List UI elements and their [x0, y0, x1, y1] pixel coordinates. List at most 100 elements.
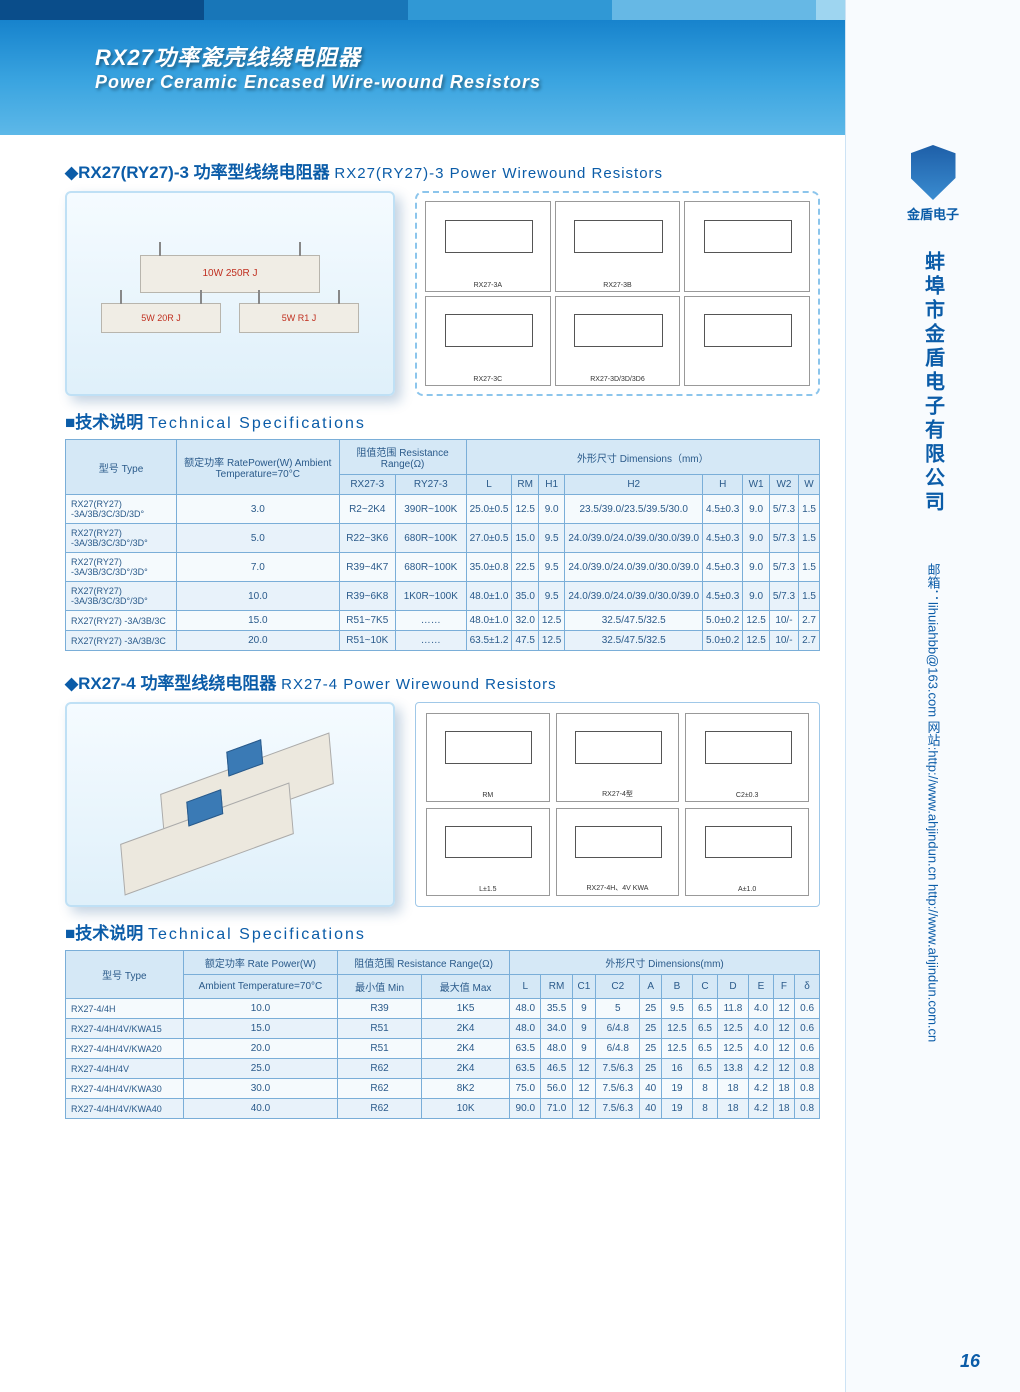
table-cell: 63.5 — [510, 1059, 541, 1079]
table-cell: 12.5 — [538, 611, 564, 631]
table-cell: 16 — [661, 1059, 692, 1079]
table-cell: 1.5 — [799, 582, 820, 611]
th-dims: 外形尺寸 Dimensions(mm) — [510, 951, 820, 975]
table-cell: …… — [396, 611, 467, 631]
th-dims: 外形尺寸 Dimensions（mm） — [466, 440, 819, 475]
table-cell: 24.0/39.0/24.0/39.0/30.0/39.0 — [565, 553, 703, 582]
th-delta: δ — [795, 975, 820, 999]
table-cell: 48.0 — [541, 1039, 572, 1059]
resistor-illustration: 10W 250R J — [140, 255, 320, 293]
main-content: ◆RX27(RY27)-3 功率型线绕电阻器 RX27(RY27)-3 Powe… — [0, 135, 845, 1134]
table-cell: 6/4.8 — [596, 1039, 640, 1059]
table-cell: R51~10K — [339, 631, 395, 651]
table-cell: RX27(RY27) -3A/3B/3C/3D°/3D° — [66, 553, 177, 582]
page-number: 16 — [960, 1351, 980, 1372]
diagram-cell: RX27-3B — [555, 201, 681, 292]
table-cell: RX27-4/4H/4V/KWA20 — [66, 1039, 184, 1059]
th-W2: W2 — [769, 475, 798, 495]
table-cell: 0.8 — [795, 1079, 820, 1099]
table-cell: 4.2 — [749, 1059, 774, 1079]
table-cell: 9.5 — [538, 553, 564, 582]
table-row: RX27-4/4H/4V/KWA2020.0R512K463.548.096/4… — [66, 1039, 820, 1059]
table-cell: 9 — [572, 999, 595, 1019]
table-cell: 71.0 — [541, 1099, 572, 1119]
table-cell: 12 — [773, 1019, 794, 1039]
table-row: RX27(RY27) -3A/3B/3C/3D°/3D°5.0R22~3K668… — [66, 524, 820, 553]
table-cell: 40 — [640, 1099, 661, 1119]
table-row: RX27(RY27) -3A/3B/3C20.0R51~10K……63.5±1.… — [66, 631, 820, 651]
th-F: F — [773, 975, 794, 999]
table-cell: 6/4.8 — [596, 1019, 640, 1039]
diagram-cell: RX27-3C — [425, 296, 551, 387]
table-cell: R22~3K6 — [339, 524, 395, 553]
th-H1: H1 — [538, 475, 564, 495]
table-row: RX27(RY27) -3A/3B/3C/3D°/3D°10.0R39~6K81… — [66, 582, 820, 611]
table-cell: 1K5 — [422, 999, 510, 1019]
contact-info: 邮箱：lihuiahbb@163.com 网站:http://www.ahjin… — [924, 563, 943, 1283]
table-cell: 1.5 — [799, 553, 820, 582]
table-cell: 63.5±1.2 — [466, 631, 512, 651]
table-cell: 9.5 — [538, 524, 564, 553]
th-range: 阻值范围 Resistance Range(Ω) — [338, 951, 510, 975]
table-cell: 25.0 — [183, 1059, 337, 1079]
table-cell: 1K0R~100K — [396, 582, 467, 611]
table-cell: 20.0 — [183, 1039, 337, 1059]
table-cell: RX27(RY27) -3A/3B/3C — [66, 611, 177, 631]
spec-table-2: 型号 Type 额定功率 Rate Power(W) 阻值范围 Resistan… — [65, 950, 820, 1119]
table-row: RX27-4/4H/4V/KWA1515.0R512K448.034.096/4… — [66, 1019, 820, 1039]
th-L: L — [510, 975, 541, 999]
table-cell: R2~2K4 — [339, 495, 395, 524]
table-cell: 5 — [596, 999, 640, 1019]
table-cell: 32.5/47.5/32.5 — [565, 611, 703, 631]
th-ry27: RY27-3 — [396, 475, 467, 495]
diagram-cell — [684, 296, 810, 387]
table-cell: 35.5 — [541, 999, 572, 1019]
table-cell: 9.0 — [538, 495, 564, 524]
table-cell: 12 — [773, 1039, 794, 1059]
table-cell: 2K4 — [422, 1039, 510, 1059]
table-cell: RX27-4/4H — [66, 999, 184, 1019]
table-row: RX27(RY27) -3A/3B/3C/3D°/3D°7.0R39~4K768… — [66, 553, 820, 582]
table-cell: 0.6 — [795, 1019, 820, 1039]
table-cell: R39 — [338, 999, 422, 1019]
table-cell: R39~6K8 — [339, 582, 395, 611]
table-cell: 18 — [717, 1079, 748, 1099]
table-cell: 5/7.3 — [769, 524, 798, 553]
th-H2: H2 — [565, 475, 703, 495]
section1-visuals: 10W 250R J 5W 20R J 5W R1 J RX27-3A RX27… — [65, 191, 820, 396]
table-cell: R51~7K5 — [339, 611, 395, 631]
table-row: RX27-4/4H/4V/KWA4040.0R6210K90.071.0127.… — [66, 1099, 820, 1119]
table-cell: 63.5 — [510, 1039, 541, 1059]
th-range: 阻值范围 Resistance Range(Ω) — [339, 440, 466, 475]
table-cell: 46.5 — [541, 1059, 572, 1079]
table-cell: 2K4 — [422, 1019, 510, 1039]
table-cell: 2.7 — [799, 631, 820, 651]
table-cell: 9.5 — [538, 582, 564, 611]
table-cell: 680R~100K — [396, 553, 467, 582]
table-cell: 8 — [693, 1079, 718, 1099]
company-logo: 金盾电子 — [846, 145, 1020, 223]
table-cell: RX27(RY27) -3A/3B/3C/3D/3D° — [66, 495, 177, 524]
table-row: RX27-4/4H/4V/KWA3030.0R628K275.056.0127.… — [66, 1079, 820, 1099]
table-cell: 680R~100K — [396, 524, 467, 553]
table-cell: 6.5 — [693, 1059, 718, 1079]
table-cell: RX27-4/4H/4V — [66, 1059, 184, 1079]
table2-body: RX27-4/4H10.0R391K548.035.595259.56.511.… — [66, 999, 820, 1119]
table-cell: 1.5 — [799, 524, 820, 553]
table-cell: 35.0 — [512, 582, 538, 611]
table-cell: 10.0 — [183, 999, 337, 1019]
th-max: 最大值 Max — [422, 975, 510, 999]
table-row: RX27(RY27) -3A/3B/3C15.0R51~7K5……48.0±1.… — [66, 611, 820, 631]
th-type: 型号 Type — [66, 440, 177, 495]
table-cell: 4.0 — [749, 1019, 774, 1039]
company-short: 金盾电子 — [846, 204, 1020, 223]
table-cell: 32.0 — [512, 611, 538, 631]
table-cell: 47.5 — [512, 631, 538, 651]
table-cell: 75.0 — [510, 1079, 541, 1099]
table-cell: 13.8 — [717, 1059, 748, 1079]
table-cell: 27.0±0.5 — [466, 524, 512, 553]
table-cell: 1.5 — [799, 495, 820, 524]
table-cell: R51 — [338, 1039, 422, 1059]
table-cell: 10/- — [769, 631, 798, 651]
table-cell: 25.0±0.5 — [466, 495, 512, 524]
